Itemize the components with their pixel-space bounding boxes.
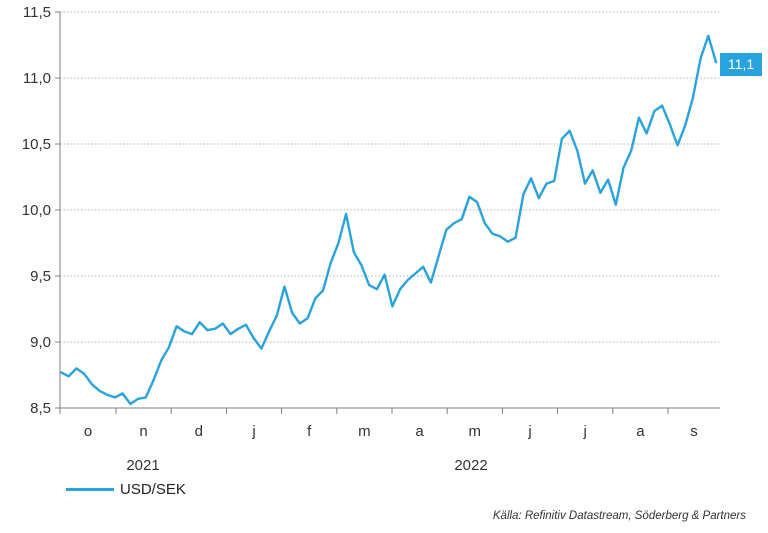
legend: USD/SEK [66,481,186,498]
x-tick-label: n [139,423,147,440]
x-tick-label: j [251,423,255,440]
y-tick-label: 10,0 [22,202,51,219]
y-tick-label: 9,0 [30,334,51,351]
x-tick-label: j [583,423,587,440]
series-lines [59,34,718,406]
last-value-badge: 11,1 [720,53,762,76]
legend-swatch-usd-sek [66,488,114,491]
gridlines [60,11,720,343]
x-tick-label: d [195,423,203,440]
y-tick-label: 9,5 [30,268,51,285]
x-tick-label: a [636,423,645,440]
x-tick-label: m [469,423,482,440]
x-tick-label: o [84,423,92,440]
x-tick-label: s [690,423,698,440]
year-label: 2022 [454,457,487,474]
y-tick-label: 10,5 [22,136,51,153]
y-tick-label: 11,0 [23,70,51,87]
series-line-usd-sek [59,34,718,406]
x-tick-label: f [307,423,312,440]
y-axis-tick-labels: 8,5 9,0 9,5 10,0 10,5 11,0 11,5 [22,4,51,417]
source-note: Källa: Refinitiv Datastream, Söderberg &… [492,510,746,522]
legend-label-usd-sek: USD/SEK [120,481,186,498]
x-tick-label: m [358,423,371,440]
year-label: 2021 [126,457,159,474]
x-axis-year-labels: 2021 2022 [126,457,487,474]
x-tick-label: j [527,423,531,440]
y-tick-label: 11,5 [23,4,51,21]
x-tick-label: a [415,423,424,440]
y-tick-label: 8,5 [30,400,51,417]
axes [55,11,720,414]
